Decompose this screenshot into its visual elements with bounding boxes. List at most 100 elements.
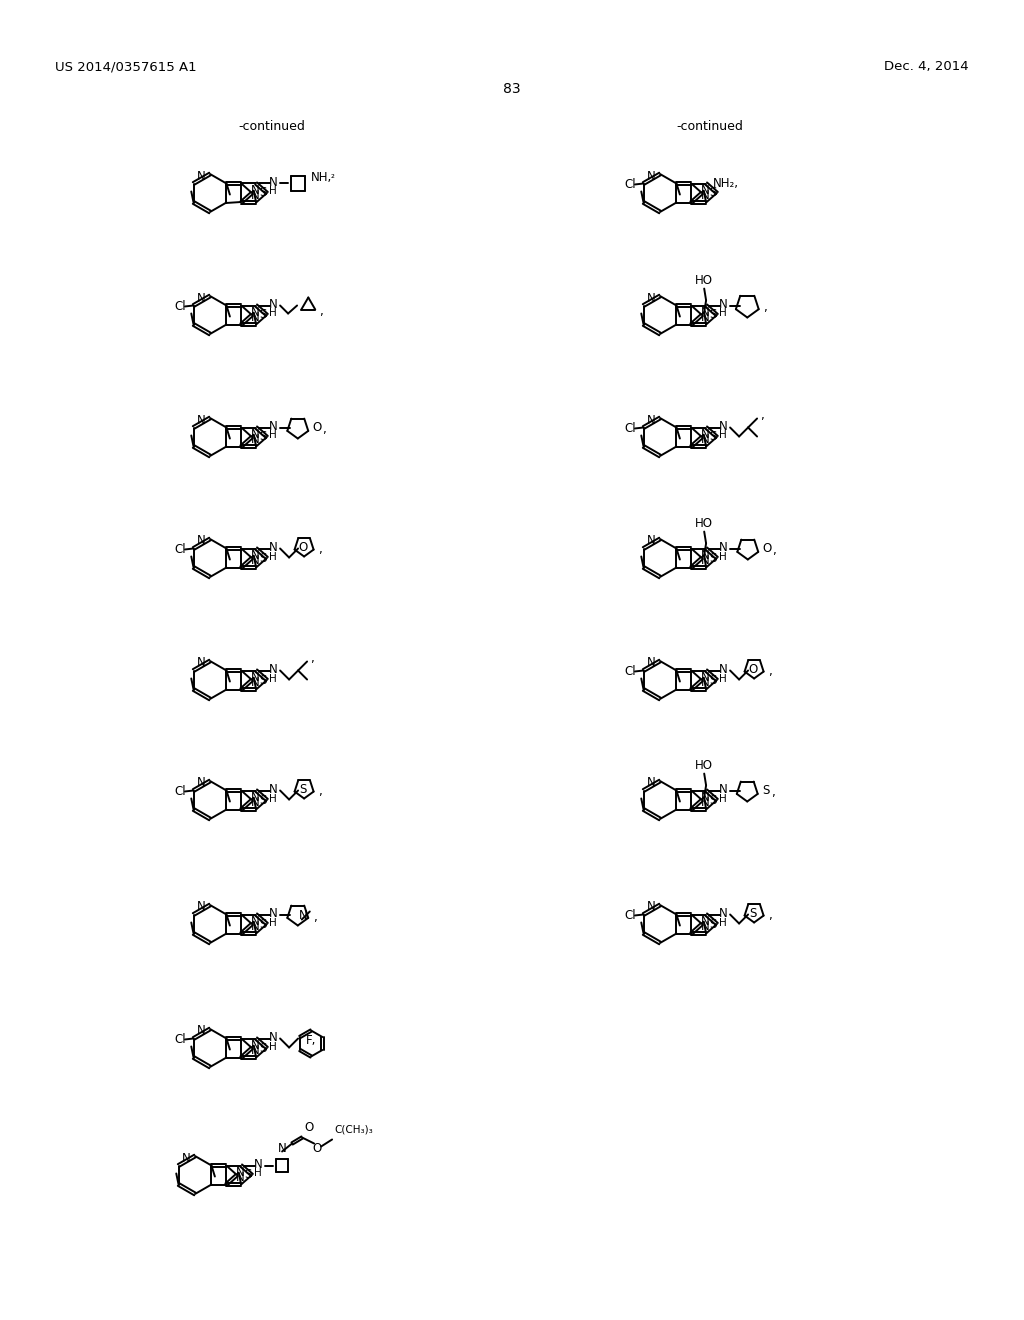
- Text: S: S: [709, 793, 717, 807]
- Text: H: H: [719, 552, 727, 561]
- Text: ,: ,: [768, 665, 772, 678]
- Text: S: S: [259, 917, 266, 931]
- Text: Cl: Cl: [174, 543, 185, 556]
- Text: N: N: [198, 656, 206, 669]
- Text: N: N: [251, 671, 259, 684]
- Text: Cl: Cl: [624, 178, 636, 191]
- Text: ,: ,: [319, 305, 323, 318]
- Text: N: N: [269, 541, 278, 554]
- Text: N: N: [700, 671, 710, 684]
- Text: N: N: [700, 549, 710, 562]
- Text: N: N: [719, 541, 728, 554]
- Text: H: H: [269, 793, 276, 804]
- Text: F,: F,: [306, 1034, 316, 1047]
- Text: ,: ,: [318, 543, 322, 556]
- Text: H: H: [269, 673, 276, 684]
- Text: US 2014/0357615 A1: US 2014/0357615 A1: [55, 59, 197, 73]
- Text: Cl: Cl: [624, 665, 636, 678]
- Text: S: S: [259, 793, 266, 807]
- Text: Cl: Cl: [624, 422, 636, 436]
- Text: N: N: [236, 1166, 245, 1179]
- Text: S: S: [750, 907, 757, 920]
- Text: N: N: [269, 907, 278, 920]
- Text: H: H: [719, 309, 727, 318]
- Text: N: N: [198, 776, 206, 789]
- Text: N: N: [269, 663, 278, 676]
- Text: S: S: [709, 430, 717, 444]
- Text: N: N: [198, 413, 206, 426]
- Text: N: N: [182, 1151, 191, 1164]
- Text: H: H: [269, 430, 276, 441]
- Text: ,: ,: [312, 911, 316, 924]
- Text: N: N: [251, 189, 259, 202]
- Text: N: N: [647, 656, 656, 669]
- Text: N: N: [251, 554, 259, 568]
- Text: S: S: [259, 430, 266, 444]
- Text: N: N: [278, 1142, 287, 1155]
- Text: N: N: [700, 428, 710, 441]
- Text: O: O: [763, 543, 772, 554]
- Text: H: H: [719, 917, 727, 928]
- Text: S: S: [709, 186, 717, 199]
- Text: N: N: [251, 1044, 259, 1057]
- Text: N: N: [700, 433, 710, 446]
- Text: S: S: [244, 1168, 251, 1181]
- Text: N: N: [198, 535, 206, 548]
- Text: N: N: [700, 183, 710, 197]
- Text: N: N: [700, 791, 710, 804]
- Text: N: N: [269, 783, 278, 796]
- Text: N: N: [236, 1171, 245, 1184]
- Text: N: N: [700, 915, 710, 928]
- Text: N: N: [251, 791, 259, 804]
- Text: O: O: [749, 663, 758, 676]
- Text: S: S: [259, 186, 266, 199]
- Text: N: N: [251, 183, 259, 197]
- Text: -continued: -continued: [677, 120, 743, 133]
- Text: N: N: [269, 1031, 278, 1044]
- Text: N: N: [251, 796, 259, 809]
- Text: S: S: [259, 673, 266, 686]
- Text: C(CH₃)₃: C(CH₃)₃: [334, 1125, 373, 1134]
- Text: ,: ,: [760, 409, 764, 422]
- Text: S: S: [259, 552, 266, 565]
- Text: N: N: [198, 900, 206, 913]
- Text: O: O: [304, 1121, 313, 1134]
- Text: S: S: [709, 309, 717, 322]
- Text: H: H: [719, 430, 727, 441]
- Text: ,: ,: [771, 785, 775, 799]
- Text: N: N: [647, 900, 656, 913]
- Text: H: H: [719, 793, 727, 804]
- Text: ₂: ₂: [330, 169, 334, 180]
- Text: N: N: [251, 312, 259, 323]
- Text: N: N: [198, 1024, 206, 1038]
- Text: N: N: [251, 549, 259, 562]
- Text: N: N: [299, 909, 307, 921]
- Text: N: N: [251, 306, 259, 319]
- Text: HO: HO: [695, 517, 713, 531]
- Text: N: N: [254, 1158, 263, 1171]
- Text: N: N: [647, 413, 656, 426]
- Text: N: N: [251, 433, 259, 446]
- Text: ,: ,: [318, 785, 322, 799]
- Text: NH,: NH,: [311, 172, 333, 183]
- Text: ,: ,: [772, 544, 775, 557]
- Text: N: N: [251, 915, 259, 928]
- Text: ,: ,: [310, 652, 314, 665]
- Text: H: H: [269, 917, 276, 928]
- Text: N: N: [647, 169, 656, 182]
- Text: N: N: [719, 663, 728, 676]
- Text: S: S: [709, 917, 717, 931]
- Text: N: N: [719, 783, 728, 796]
- Text: H: H: [269, 186, 276, 197]
- Text: N: N: [647, 776, 656, 789]
- Text: S: S: [259, 1041, 266, 1055]
- Text: ,: ,: [322, 422, 326, 436]
- Text: S: S: [299, 783, 307, 796]
- Text: H: H: [269, 309, 276, 318]
- Text: N: N: [700, 306, 710, 319]
- Text: N: N: [269, 420, 278, 433]
- Text: N: N: [251, 1039, 259, 1052]
- Text: ,: ,: [768, 909, 772, 921]
- Text: N: N: [700, 676, 710, 689]
- Text: N: N: [269, 298, 278, 312]
